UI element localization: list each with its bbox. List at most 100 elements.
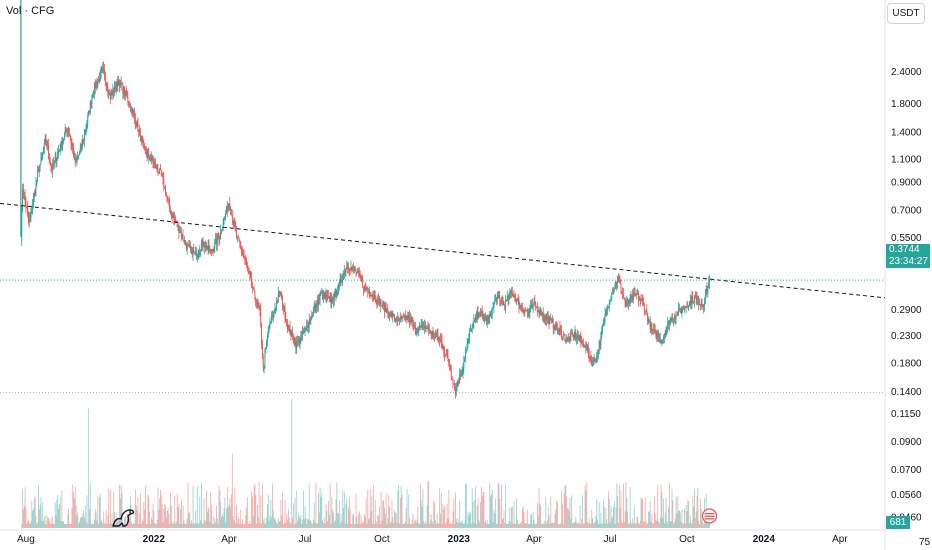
candle-body [258,305,260,309]
candle-body [126,96,128,97]
candle-body [40,157,42,165]
candle-body [603,319,605,324]
volume-bar [226,508,227,528]
volume-bar [77,512,79,528]
volume-bar [285,523,287,528]
candle-body [676,312,678,317]
volume-bar [451,523,453,528]
volume-bar [292,503,294,528]
volume-bar [516,498,517,528]
volume-bar [173,523,175,528]
candle-body [252,287,254,289]
candle-body [581,341,583,343]
volume-bar [459,500,461,528]
candle-body [625,303,627,305]
volume-bar [544,520,546,528]
candle-body [264,352,266,366]
candle-body [424,326,425,328]
candle-body [348,267,349,270]
candle-body [97,81,99,86]
volume-bar [683,523,685,528]
candle-body [692,296,694,303]
candle-body [122,84,124,94]
candle-body [673,316,675,321]
candle-body [278,291,280,294]
volume-indicator-label[interactable]: Vol · CFG [6,5,55,17]
candle-body [525,310,527,312]
volume-bar [470,523,472,528]
candle-body [413,324,415,327]
candle-body [292,331,293,336]
volume-bar [536,523,538,528]
candle-body [28,218,30,222]
candle-body [139,130,141,132]
candle-body [498,295,500,298]
tradingview-dino-icon [112,509,135,527]
volume-bar [182,505,184,528]
candle-body [145,152,147,155]
volume-bar [48,520,50,528]
volume-bar [50,517,52,528]
candle-body [621,291,623,294]
volume-bar [293,523,295,528]
candle-body [179,232,181,234]
candle-body [22,189,24,209]
volume-bar [694,489,695,528]
volume-bar [355,494,357,528]
candle-body [293,341,295,345]
candle-body [409,315,410,323]
volume-bar [117,516,119,528]
candle-body [639,299,641,301]
volume-bar [590,523,592,528]
volume-bar [183,520,185,528]
price-axis-tick: 1.1000 [891,155,922,166]
time-axis-tick: 2022 [143,534,166,545]
candle-body [440,339,442,342]
volume-bar [212,516,214,528]
volume-bar [26,523,28,528]
candle-body [509,291,511,295]
candle-body [556,327,558,331]
candle-body [387,309,389,312]
volume-bar [433,499,435,528]
volume-bar [83,510,85,528]
candle-body [648,319,649,322]
time-axis-tick: Aug [17,534,35,545]
candle-body [286,320,288,323]
volume-bar [511,507,512,528]
volume-bar [213,523,215,528]
candle-body [530,306,532,310]
candle-body [196,254,198,257]
candle-body [550,318,552,320]
volume-bar [242,523,244,528]
volume-bar [639,520,641,528]
volume-bar [408,494,410,528]
candle-body [75,160,77,162]
volume-bar [315,482,317,528]
candle-body [241,247,242,252]
volume-bar [632,517,634,528]
volume-bar [623,483,624,528]
volume-bar [84,505,86,528]
volume-bar [495,498,497,528]
candle-body [57,153,59,158]
candle-body [704,295,706,302]
volume-bar [402,523,404,528]
volume-bar [634,522,636,528]
volume-bar [591,510,593,528]
candle-body [56,157,58,162]
candle-body [419,325,421,327]
volume-bar [567,508,568,528]
volume-bar [236,522,238,528]
volume-bar [403,523,405,528]
price-axis-tick: 0.9000 [891,177,922,188]
candle-body [497,295,499,297]
candle-body [617,276,619,280]
volume-bar [207,506,209,528]
candle-body [512,294,514,296]
resistance-trendline[interactable] [0,202,886,299]
candle-body [42,152,44,157]
volume-bar [439,488,441,528]
currency-button[interactable]: USDT [887,3,925,24]
